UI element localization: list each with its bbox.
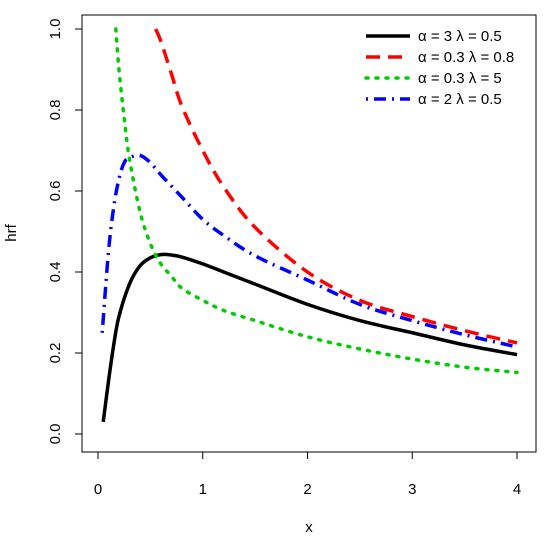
legend-label-2: α = 0.3 λ = 0.8 xyxy=(418,49,514,66)
x-tick-label: 1 xyxy=(199,481,207,498)
x-tick-label: 0 xyxy=(94,481,102,498)
y-tick-label: 0.8 xyxy=(47,100,64,121)
legend-label-1: α = 3 λ = 0.5 xyxy=(418,28,502,45)
x-axis: 0 1 2 3 4 xyxy=(94,451,521,498)
x-tick-label: 2 xyxy=(303,481,311,498)
legend-label-4: α = 2 λ = 0.5 xyxy=(418,91,502,108)
x-tick-label: 3 xyxy=(408,481,416,498)
legend: α = 3 λ = 0.5 α = 0.3 λ = 0.8 α = 0.3 λ = … xyxy=(364,28,514,108)
series-line-3 xyxy=(114,27,519,375)
plot-lines xyxy=(100,27,519,423)
x-tick-label: 4 xyxy=(513,481,521,498)
y-tick-label: 1.0 xyxy=(47,19,64,40)
legend-label-3: α = 0.3 λ = 5 xyxy=(418,70,502,87)
y-tick-label: 0.2 xyxy=(47,343,64,364)
series-line-1 xyxy=(101,252,518,423)
series-line-2 xyxy=(154,28,518,345)
y-tick-label: 0.0 xyxy=(47,424,64,445)
series-line-4 xyxy=(100,153,518,349)
y-tick-label: 0.4 xyxy=(47,262,64,283)
y-axis: 0.0 0.2 0.4 0.6 0.8 1.0 xyxy=(47,19,83,445)
y-tick-label: 0.6 xyxy=(47,181,64,202)
y-axis-title: hrf xyxy=(3,223,20,241)
x-axis-title: x xyxy=(305,519,313,536)
